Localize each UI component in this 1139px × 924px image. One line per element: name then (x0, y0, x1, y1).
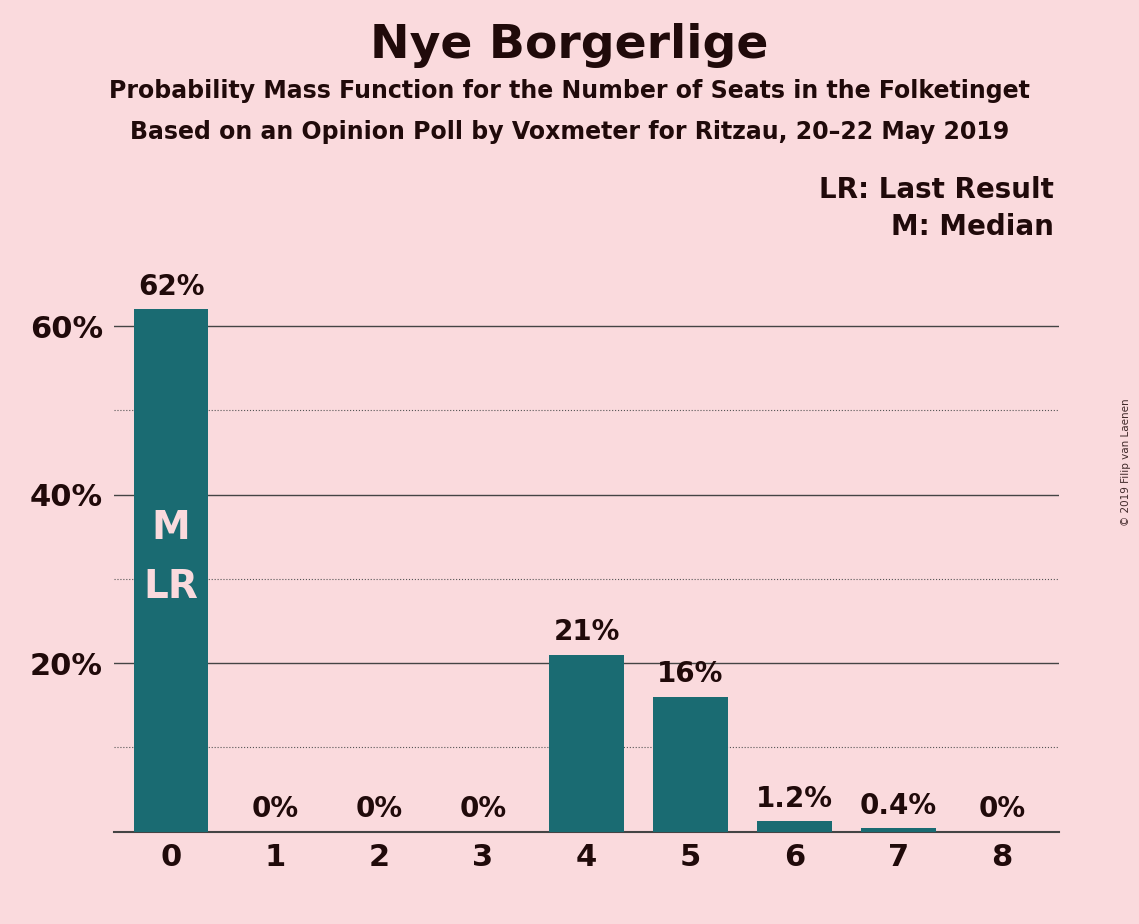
Text: 62%: 62% (138, 273, 204, 301)
Text: 0%: 0% (252, 796, 298, 823)
Text: LR: Last Result: LR: Last Result (819, 176, 1054, 203)
Text: M: Median: M: Median (891, 213, 1054, 240)
Text: Nye Borgerlige: Nye Borgerlige (370, 23, 769, 68)
Text: © 2019 Filip van Laenen: © 2019 Filip van Laenen (1121, 398, 1131, 526)
Text: 0%: 0% (978, 796, 1026, 823)
Bar (549, 655, 624, 832)
Text: LR: LR (144, 568, 198, 606)
Bar (653, 697, 728, 832)
Text: 0%: 0% (459, 796, 506, 823)
Text: 21%: 21% (554, 618, 620, 646)
Text: 16%: 16% (657, 661, 723, 688)
Bar (133, 310, 208, 832)
Text: 0.4%: 0.4% (860, 792, 936, 820)
Text: M: M (151, 509, 190, 547)
Text: 1.2%: 1.2% (756, 785, 833, 813)
Bar (861, 828, 935, 832)
Text: Probability Mass Function for the Number of Seats in the Folketinget: Probability Mass Function for the Number… (109, 79, 1030, 103)
Text: 0%: 0% (355, 796, 402, 823)
Bar (757, 821, 831, 832)
Text: Based on an Opinion Poll by Voxmeter for Ritzau, 20–22 May 2019: Based on an Opinion Poll by Voxmeter for… (130, 120, 1009, 144)
